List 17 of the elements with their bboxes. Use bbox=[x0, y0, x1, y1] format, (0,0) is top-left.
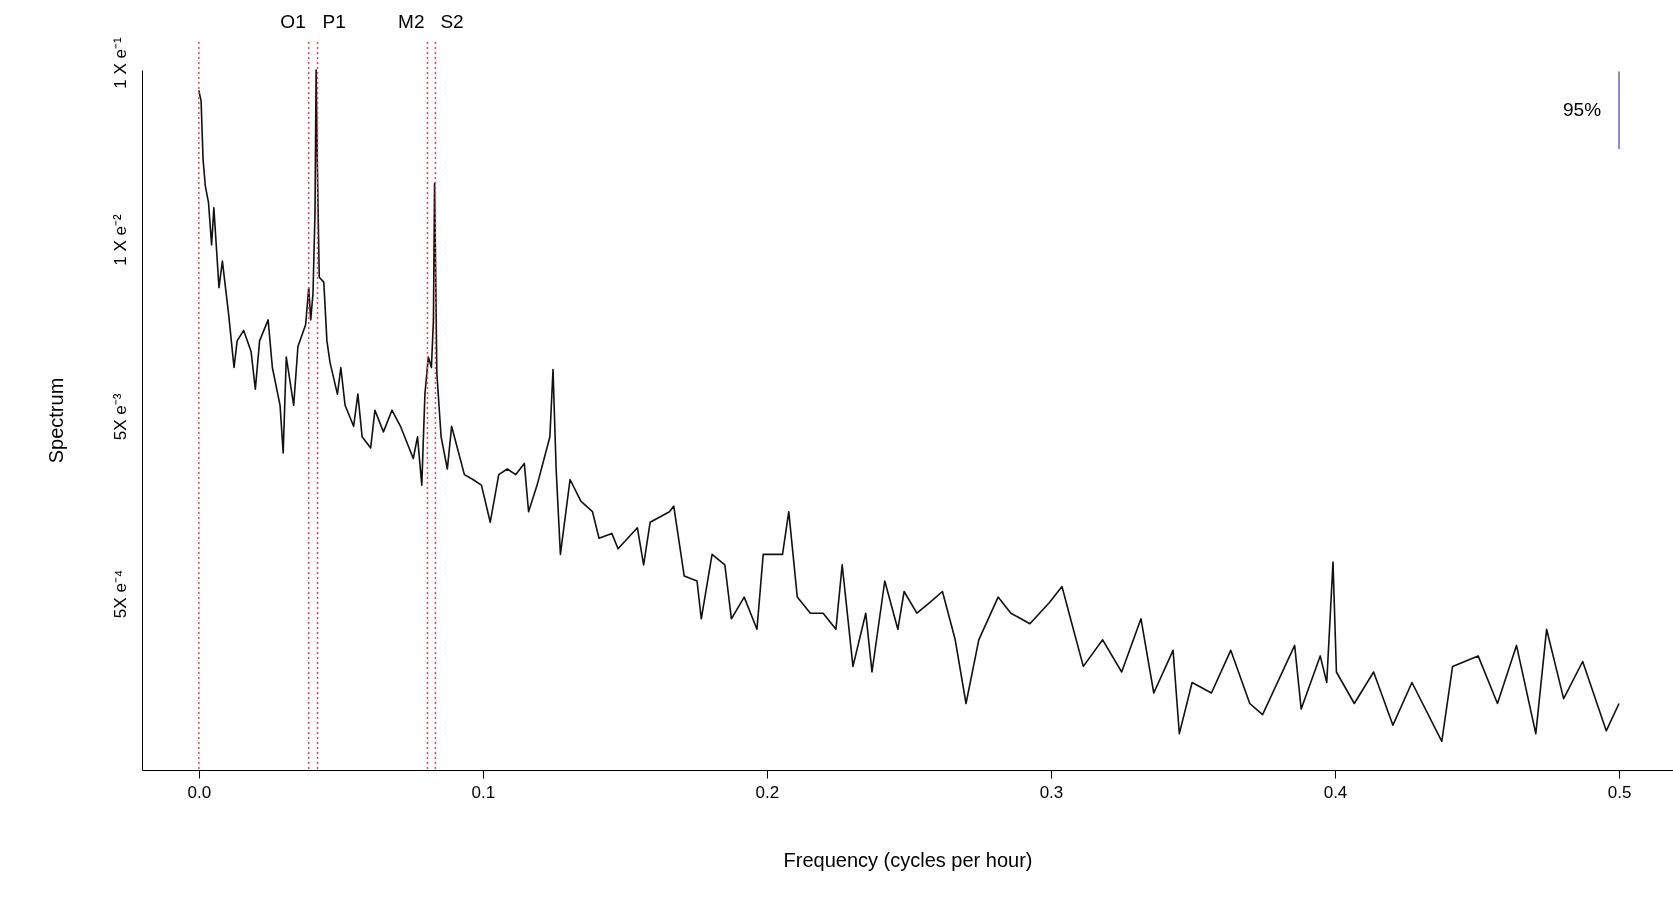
ref-line-label: M2 bbox=[398, 11, 425, 32]
x-tick-label: 0.3 bbox=[1039, 782, 1064, 802]
ref-line-label: O1 bbox=[280, 11, 306, 32]
x-tick-label: 0.5 bbox=[1607, 782, 1632, 802]
x-tick-label: 0.2 bbox=[755, 782, 780, 802]
x-tick-label: 0.0 bbox=[187, 782, 212, 802]
x-tick-label: 0.1 bbox=[471, 782, 496, 802]
series-label: 95% bbox=[1563, 99, 1602, 121]
x-axis-title: Frequency (cycles per hour) bbox=[783, 848, 1033, 871]
ref-line-label: S2 bbox=[440, 11, 464, 32]
x-tick-label: 0.4 bbox=[1323, 782, 1348, 802]
text: 1 X e⁻² bbox=[111, 213, 130, 266]
text: 5X e⁻⁴ bbox=[111, 569, 130, 619]
text: 5X e⁻³ bbox=[111, 393, 130, 441]
y-axis-title: Spectrum bbox=[44, 377, 67, 464]
text: 1 X e⁻¹ bbox=[111, 36, 130, 89]
ref-line-label: P1 bbox=[322, 11, 346, 32]
